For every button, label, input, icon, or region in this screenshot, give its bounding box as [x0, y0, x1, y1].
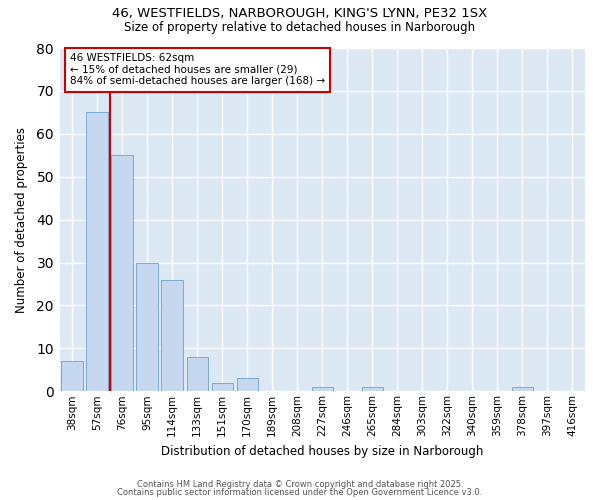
Bar [362, 387, 383, 392]
Text: 46 WESTFIELDS: 62sqm
← 15% of detached houses are smaller (29)
84% of semi-detac: 46 WESTFIELDS: 62sqm ← 15% of detached h… [70, 53, 325, 86]
Bar [236, 378, 258, 392]
Bar [112, 156, 133, 392]
Text: 46, WESTFIELDS, NARBOROUGH, KING'S LYNN, PE32 1SX: 46, WESTFIELDS, NARBOROUGH, KING'S LYNN,… [112, 8, 488, 20]
X-axis label: Distribution of detached houses by size in Narborough: Distribution of detached houses by size … [161, 444, 484, 458]
Bar [212, 382, 233, 392]
Bar [512, 387, 533, 392]
Bar [311, 387, 333, 392]
Bar [136, 262, 158, 392]
Bar [86, 112, 107, 392]
Bar [161, 280, 183, 392]
Text: Contains HM Land Registry data © Crown copyright and database right 2025.: Contains HM Land Registry data © Crown c… [137, 480, 463, 489]
Text: Contains public sector information licensed under the Open Government Licence v3: Contains public sector information licen… [118, 488, 482, 497]
Text: Size of property relative to detached houses in Narborough: Size of property relative to detached ho… [124, 21, 476, 34]
Bar [187, 357, 208, 392]
Y-axis label: Number of detached properties: Number of detached properties [15, 126, 28, 312]
Bar [61, 361, 83, 392]
